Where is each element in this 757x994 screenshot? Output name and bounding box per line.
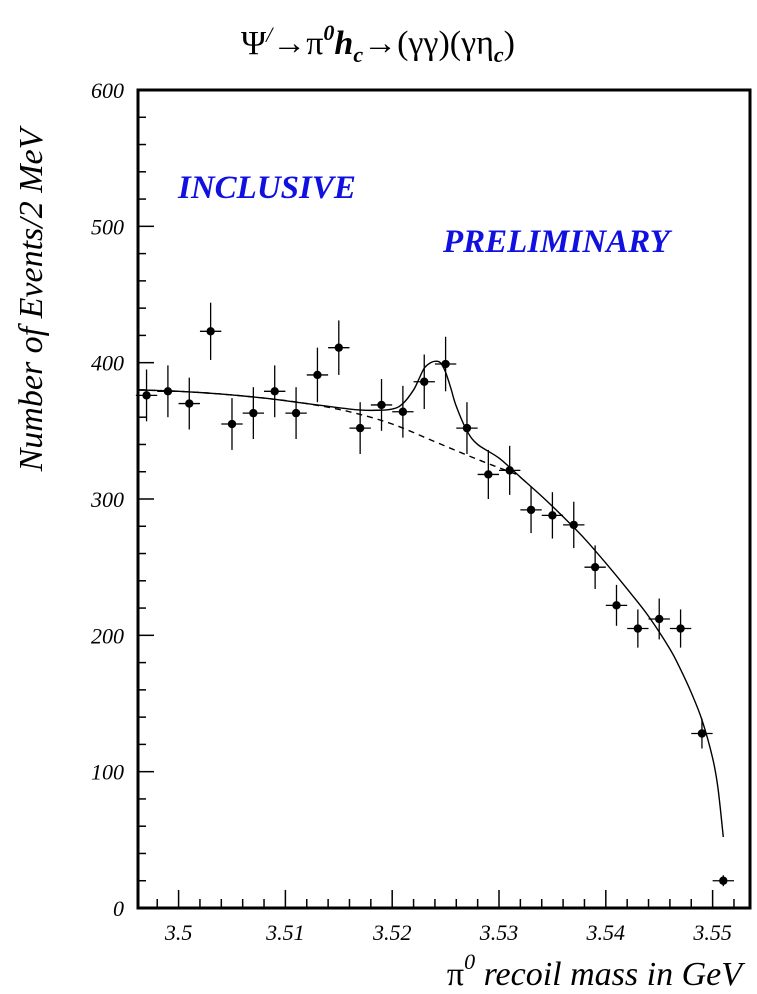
data-point <box>413 354 435 410</box>
title-arrow1: →π <box>272 25 323 62</box>
y-tick-label: 200 <box>91 623 124 648</box>
title-c2: c <box>494 42 504 67</box>
data-marker <box>441 359 450 369</box>
x-axis-label-text: recoil mass in GeV <box>484 956 747 993</box>
data-point <box>328 320 350 375</box>
data-point <box>178 377 200 430</box>
data-marker <box>676 624 685 633</box>
data-marker <box>569 520 578 530</box>
data-marker <box>227 419 237 429</box>
axis-ticks <box>138 89 735 909</box>
y-axis-label: Number of Events/2 MeV <box>13 124 50 472</box>
x-tick-label: 3.53 <box>479 920 519 945</box>
data-point <box>584 545 606 589</box>
data-marker <box>505 466 514 475</box>
data-point <box>456 402 478 455</box>
data-marker <box>142 391 151 400</box>
data-marker <box>355 423 365 433</box>
title-psi: Ψ <box>241 25 266 62</box>
x-tick-label: 3.52 <box>372 920 412 945</box>
x-tick-label: 3.51 <box>265 920 305 945</box>
y-tick-label: 300 <box>90 487 124 512</box>
data-marker <box>590 562 600 572</box>
title-h: h <box>334 25 353 62</box>
y-tick-label: 500 <box>91 214 124 239</box>
data-point <box>264 365 286 418</box>
data-point <box>563 501 585 549</box>
x-tick-label: 3.5 <box>164 920 193 945</box>
title-arrow2: →(γγ)(γη <box>363 25 494 62</box>
data-point <box>135 369 158 422</box>
data-marker <box>420 377 429 386</box>
data-points <box>135 302 734 887</box>
data-point <box>199 302 222 360</box>
data-marker <box>398 407 408 416</box>
data-marker <box>185 399 194 408</box>
x-axis-label-sup: 0 <box>464 949 475 974</box>
title-sup0: 0 <box>323 20 334 45</box>
title-c1: c <box>353 42 363 67</box>
total-fit-curve <box>137 360 724 838</box>
data-point <box>157 365 179 418</box>
data-point <box>669 609 692 648</box>
data-marker <box>697 729 707 738</box>
annotation-preliminary: PRELIMINARY <box>442 224 673 260</box>
data-marker <box>291 408 301 418</box>
data-point <box>349 402 371 455</box>
data-point <box>242 387 265 440</box>
data-point <box>370 379 393 431</box>
title-close: ) <box>504 25 515 62</box>
plot-frame <box>136 88 752 910</box>
axis-tick-labels: 0 100 200 300 400 500 600 3.5 3.51 3.52 3.53 3.54 3.… <box>90 78 732 945</box>
title-prime: / <box>264 22 274 47</box>
data-marker <box>270 387 279 396</box>
data-marker <box>462 423 472 433</box>
x-tick-label: 3.54 <box>586 920 626 945</box>
data-point <box>605 584 628 626</box>
data-marker <box>249 408 258 418</box>
data-point <box>477 449 500 499</box>
data-point <box>306 347 329 403</box>
data-point <box>285 387 307 440</box>
data-marker <box>206 327 215 336</box>
data-marker <box>633 624 643 633</box>
data-point <box>221 398 243 450</box>
y-tick-label: 600 <box>91 78 124 103</box>
data-marker <box>719 876 728 885</box>
x-tick-label: 3.55 <box>692 920 732 945</box>
data-marker <box>548 511 557 520</box>
data-point <box>392 385 414 438</box>
data-marker <box>163 387 173 396</box>
data-marker <box>612 601 621 610</box>
x-axis-label-pi: π <box>447 956 464 993</box>
fit-curves <box>137 360 724 838</box>
data-point <box>648 598 670 640</box>
y-tick-label: 100 <box>91 760 124 785</box>
background-fit-curve <box>137 389 521 477</box>
data-marker <box>484 470 493 479</box>
y-tick-label: 0 <box>113 896 124 921</box>
data-marker <box>334 343 343 352</box>
data-point <box>691 718 713 749</box>
data-marker <box>313 370 322 380</box>
data-point <box>627 609 649 648</box>
y-tick-label: 400 <box>91 351 124 376</box>
data-point <box>541 492 564 539</box>
data-point <box>499 445 521 495</box>
annotation-inclusive: INCLUSIVE <box>177 170 356 206</box>
data-marker <box>655 614 664 624</box>
data-point <box>520 486 542 534</box>
data-marker <box>377 400 386 410</box>
data-marker <box>526 505 536 515</box>
data-point <box>434 336 457 392</box>
x-axis-label: π0 recoil mass in GeV <box>447 949 746 993</box>
data-point <box>712 875 734 887</box>
chart-title: Ψ/→π0hc→(γγ)(γηc) <box>241 20 515 67</box>
